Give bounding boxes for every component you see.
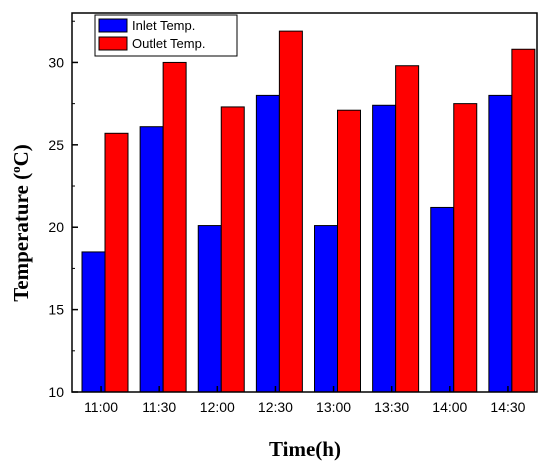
x-tick-label: 13:00	[316, 399, 351, 415]
x-tick-label: 14:00	[432, 399, 467, 415]
plot-frame	[71, 12, 538, 393]
x-tick-label: 12:00	[200, 399, 235, 415]
legend-label-inlet: Inlet Temp.	[132, 18, 195, 33]
bar-inlet-1400	[430, 206, 455, 393]
legend-swatch-inlet	[98, 18, 128, 33]
y-axis-title-superscript: o	[8, 166, 23, 173]
bars-group	[81, 30, 536, 393]
legend-swatch-outlet	[98, 36, 128, 51]
axes-group: 10 15 20 25 30 11:00 11:30 12:00 12:30 13:00 13:30…	[48, 12, 538, 415]
bar-outlet-1200	[220, 106, 245, 393]
legend: Inlet Temp. Outlet Temp.	[94, 14, 238, 57]
y-tick-label: 10	[48, 384, 64, 400]
y-axis-title-unit: C)	[9, 144, 33, 166]
bar-inlet-1300	[314, 225, 338, 393]
y-tick-label: 25	[48, 137, 64, 153]
bar-inlet-1430	[488, 94, 513, 393]
bar-inlet-1130	[139, 126, 164, 393]
bar-outlet-1330	[395, 65, 420, 393]
x-tick-label: 13:30	[374, 399, 409, 415]
bar-inlet-1330	[372, 104, 397, 393]
y-axis-title: Temperature (oC)	[8, 144, 33, 302]
bar-outlet-1230	[278, 30, 303, 393]
x-tick-label: 11:30	[142, 399, 176, 415]
y-tick-label: 15	[48, 302, 64, 318]
x-axis-title: Time(h)	[269, 437, 341, 461]
bar-inlet-1230	[255, 94, 280, 393]
bar-inlet-1100	[81, 251, 106, 393]
bar-outlet-1430	[511, 48, 536, 393]
bar-outlet-1400	[453, 103, 478, 393]
x-tick-label: 12:30	[258, 399, 293, 415]
bar-outlet-1100	[104, 132, 129, 393]
bar-inlet-1200	[197, 225, 222, 393]
bar-outlet-1300	[337, 109, 361, 393]
x-tick-label: 11:00	[84, 399, 118, 415]
bar-outlet-1130	[162, 61, 187, 393]
y-axis-title-main: Temperature (	[9, 173, 33, 302]
y-tick-label: 20	[48, 219, 64, 235]
legend-label-outlet: Outlet Temp.	[132, 36, 205, 51]
y-tick-label: 30	[48, 54, 64, 70]
x-tick-label: 14:30	[490, 399, 525, 415]
